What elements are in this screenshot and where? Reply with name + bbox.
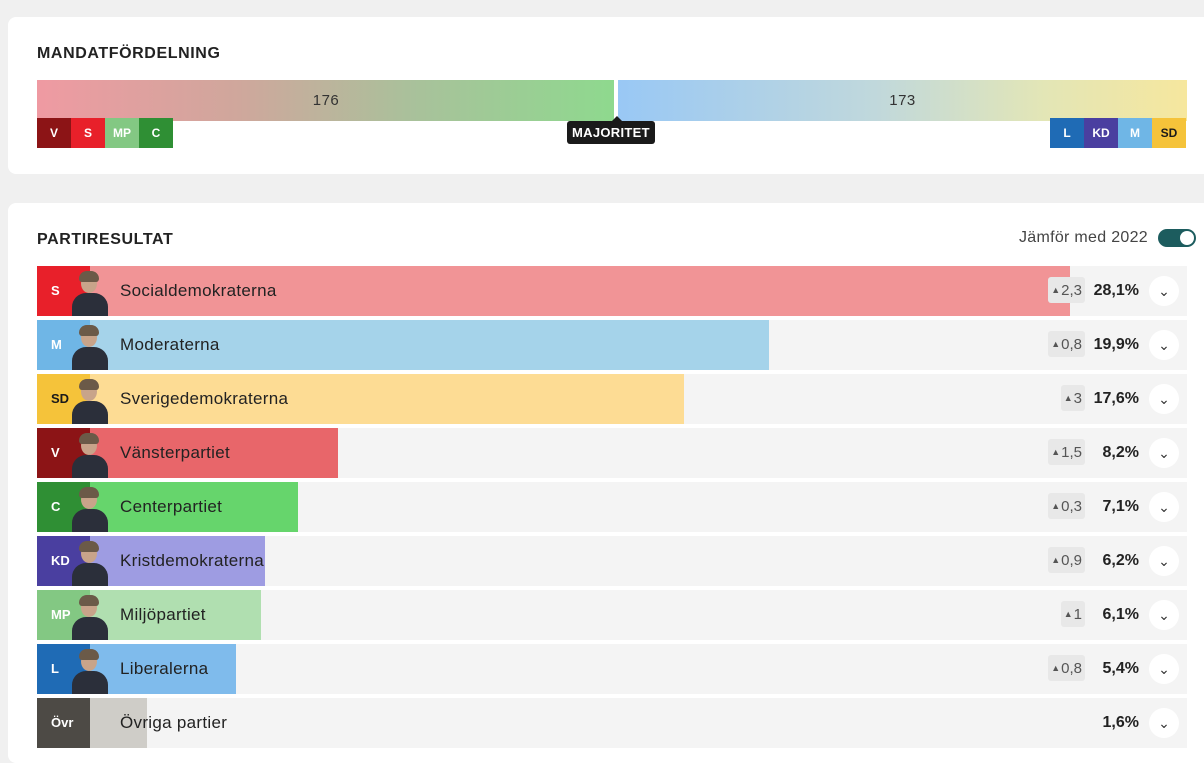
bloc-badge-sd: SD — [1152, 118, 1186, 148]
bloc-badge-s: S — [71, 118, 105, 148]
change-arrow-icon: ▲ — [1051, 339, 1061, 349]
seat-distribution-title: MANDATFÖRDELNING — [37, 45, 221, 62]
party-results-list: S Socialdemokraterna ▲2,3 28,1% ⌄ M Moderatern… — [37, 266, 1187, 752]
change-value: 0,8 — [1061, 336, 1082, 353]
compare-toggle[interactable] — [1158, 229, 1196, 247]
party-name: Sverigedemokraterna — [120, 389, 289, 408]
left-bloc-parties: V S MP C — [37, 118, 173, 148]
party-percent: 5,4% — [1102, 660, 1139, 677]
party-name: Kristdemokraterna — [120, 551, 264, 570]
party-percent: 1,6% — [1102, 714, 1139, 731]
party-row-l[interactable]: L Liberalerna ▲0,8 5,4% ⌄ — [37, 644, 1187, 694]
party-row-mp[interactable]: MP Miljöpartiet ▲1 6,1% ⌄ — [37, 590, 1187, 640]
party-percent: 8,2% — [1102, 444, 1139, 461]
compare-toggle-group[interactable]: Jämför med 2022 — [1019, 229, 1196, 247]
party-percent: 17,6% — [1093, 390, 1139, 407]
right-bloc-parties: L KD M SD — [1050, 118, 1186, 148]
party-percent: 6,1% — [1102, 606, 1139, 623]
change-value: 0,9 — [1061, 552, 1082, 569]
change-arrow-icon: ▲ — [1063, 609, 1073, 619]
party-name: Liberalerna — [120, 659, 209, 678]
party-leader-portrait — [68, 540, 112, 586]
compare-label: Jämför med 2022 — [1018, 229, 1148, 246]
party-row-v[interactable]: V Vänsterpartiet ▲1,5 8,2% ⌄ — [37, 428, 1187, 478]
change-value: 2,3 — [1061, 282, 1082, 299]
change-value: 0,3 — [1061, 498, 1082, 515]
chevron-down-icon[interactable]: ⌄ — [1149, 384, 1179, 414]
chevron-down-icon[interactable]: ⌄ — [1149, 546, 1179, 576]
party-row-s[interactable]: S Socialdemokraterna ▲2,3 28,1% ⌄ — [37, 266, 1187, 316]
party-leader-portrait — [68, 378, 112, 424]
party-share-bar — [37, 266, 1070, 316]
bloc-badge-l: L — [1050, 118, 1084, 148]
change-arrow-icon: ▲ — [1051, 663, 1061, 673]
party-results-title: PARTIRESULTAT — [37, 231, 174, 248]
chevron-down-icon[interactable]: ⌄ — [1149, 330, 1179, 360]
change-value: 1,5 — [1061, 444, 1082, 461]
party-change-badge: ▲2,3 — [1048, 277, 1085, 303]
party-change-badge: ▲3 — [1060, 385, 1085, 411]
party-name: Socialdemokraterna — [120, 281, 277, 300]
majority-line — [614, 80, 617, 124]
seat-distribution-card: MANDATFÖRDELNING 176 173 MAJORITET V S MP C… — [8, 17, 1204, 174]
majority-label: MAJORITET — [567, 116, 655, 144]
party-share-bar — [37, 374, 684, 424]
bloc-badge-v: V — [37, 118, 71, 148]
chevron-down-icon[interactable]: ⌄ — [1149, 708, 1179, 738]
change-arrow-icon: ▲ — [1051, 501, 1061, 511]
bloc-badge-kd: KD — [1084, 118, 1118, 148]
party-results-card: PARTIRESULTAT Jämför med 2022 S Socialdem… — [8, 203, 1204, 763]
party-share-bar — [37, 320, 769, 370]
bloc-badge-c: C — [139, 118, 173, 148]
bloc-badge-mp: MP — [105, 118, 139, 148]
party-row-övr[interactable]: Övr Övriga partier 1,6% ⌄ — [37, 698, 1187, 748]
party-change-badge: ▲0,3 — [1048, 493, 1085, 519]
party-name: Centerpartiet — [120, 497, 223, 516]
party-percent: 28,1% — [1093, 282, 1139, 299]
chevron-down-icon[interactable]: ⌄ — [1149, 600, 1179, 630]
change-arrow-icon: ▲ — [1063, 393, 1073, 403]
left-bloc-bar: 176 — [37, 80, 615, 121]
party-percent: 7,1% — [1102, 498, 1139, 515]
party-percent: 19,9% — [1093, 336, 1139, 353]
left-bloc-seats: 176 — [312, 92, 340, 109]
party-change-badge: ▲0,8 — [1048, 655, 1085, 681]
party-change-badge: ▲0,9 — [1048, 547, 1085, 573]
right-bloc-bar: 173 — [618, 80, 1187, 121]
party-row-c[interactable]: C Centerpartiet ▲0,3 7,1% ⌄ — [37, 482, 1187, 532]
chevron-down-icon[interactable]: ⌄ — [1149, 438, 1179, 468]
party-leader-portrait — [68, 324, 112, 370]
chevron-down-icon[interactable]: ⌄ — [1149, 276, 1179, 306]
party-change-badge: ▲0,8 — [1048, 331, 1085, 357]
party-leader-portrait — [68, 594, 112, 640]
chevron-down-icon[interactable]: ⌄ — [1149, 654, 1179, 684]
party-name: Vänsterpartiet — [120, 443, 231, 462]
party-change-badge: ▲1 — [1060, 601, 1085, 627]
party-row-kd[interactable]: KD Kristdemokraterna ▲0,9 6,2% ⌄ — [37, 536, 1187, 586]
party-name: Miljöpartiet — [120, 605, 206, 624]
party-badge: Övr — [37, 698, 90, 748]
party-leader-portrait — [68, 486, 112, 532]
change-value: 0,8 — [1061, 660, 1082, 677]
change-arrow-icon: ▲ — [1051, 447, 1061, 457]
chevron-down-icon[interactable]: ⌄ — [1149, 492, 1179, 522]
party-row-m[interactable]: M Moderaterna ▲0,8 19,9% ⌄ — [37, 320, 1187, 370]
party-leader-portrait — [68, 270, 112, 316]
party-name: Moderaterna — [120, 335, 220, 354]
change-value: 3 — [1073, 390, 1082, 407]
change-arrow-icon: ▲ — [1051, 555, 1061, 565]
party-percent: 6,2% — [1102, 552, 1139, 569]
party-leader-portrait — [68, 432, 112, 478]
party-name: Övriga partier — [120, 713, 228, 732]
change-arrow-icon: ▲ — [1051, 285, 1061, 295]
right-bloc-seats: 173 — [889, 92, 916, 109]
party-change-badge: ▲1,5 — [1048, 439, 1085, 465]
party-row-sd[interactable]: SD Sverigedemokraterna ▲3 17,6% ⌄ — [37, 374, 1187, 424]
change-value: 1 — [1073, 606, 1082, 623]
party-leader-portrait — [68, 648, 112, 694]
bloc-badge-m: M — [1118, 118, 1152, 148]
